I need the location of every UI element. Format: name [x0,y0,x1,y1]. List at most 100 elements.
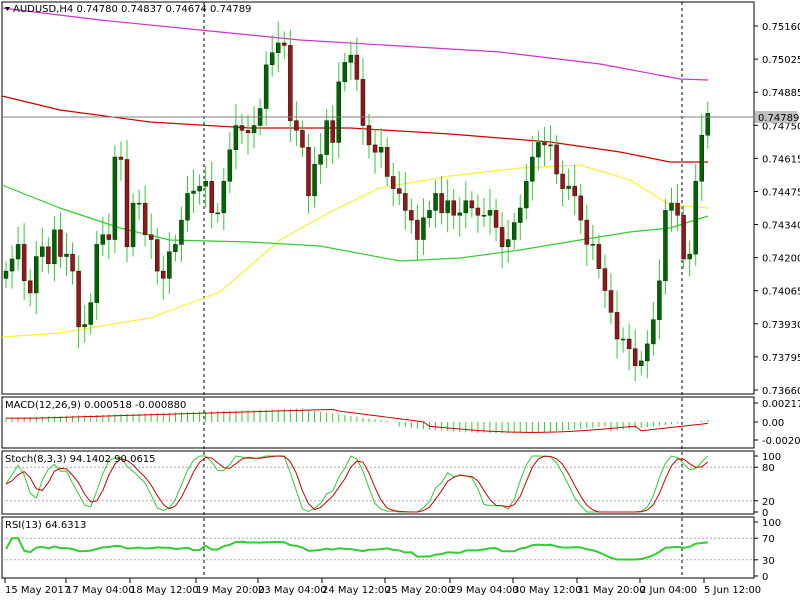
candlestick [511,212,517,250]
candle-up [427,210,432,218]
candlestick [185,175,190,232]
candle-down [46,246,51,265]
candlestick [336,62,341,159]
price-tick-label: 0.75160 [762,22,800,33]
candle-up [669,202,674,211]
candlestick [530,135,535,201]
candle-down [372,144,378,153]
candle-down [572,185,577,197]
candle-up [651,319,656,345]
candlestick [348,41,354,80]
candlestick [578,184,583,234]
candle-up [269,52,275,66]
candlestick [312,146,317,208]
candlestick [34,241,39,315]
candlestick [669,187,674,232]
macd-tick-label: 0.002176 [762,399,800,410]
ma-yellow-line [1,164,709,338]
candle-up [348,54,354,63]
candle-down [330,120,335,143]
candle-down [409,210,414,221]
candle-up [251,125,257,134]
candle-up [663,210,668,282]
macd-label: MACD(12,26,9) 0.000518 -0.000880 [5,400,186,411]
candlestick [233,104,239,170]
candlestick [657,259,662,340]
stoch-signal-line [5,455,709,513]
candlestick [215,203,220,223]
candle-down [475,207,481,216]
candlestick [439,175,444,225]
candlestick [100,217,106,257]
price-tick-label: 0.74475 [762,187,800,198]
stoch-tick-label: 0 [762,508,768,519]
candle-down [161,270,166,279]
candlestick [687,240,692,277]
candle-down [681,215,686,260]
stoch-pane-border [1,450,755,515]
candlestick [590,224,596,260]
candle-up [693,181,698,255]
candle-up [185,193,190,221]
time-tick-label: 5 Jun 12:00 [704,585,761,596]
candle-down [106,234,112,240]
candle-down [499,227,505,248]
candlestick [161,255,166,300]
candlestick [263,51,269,126]
rsi-tick-label: 100 [762,518,781,529]
candlestick [614,290,620,359]
rsi-label: RSI(13) 64.6313 [5,520,86,531]
rsi-tick-label: 0 [762,572,768,583]
candlestick [354,37,360,92]
candle-down [124,159,130,248]
candle-up [705,113,711,136]
candle-down [155,239,160,272]
candlestick [300,120,305,158]
candlestick [142,185,148,247]
candle-down [439,193,444,214]
candlestick [693,163,698,266]
candlestick [197,174,202,205]
candlestick [397,171,402,206]
candle-up [34,256,39,294]
current-price-tag: 0.74789 [755,111,799,124]
candlestick [626,323,632,371]
candlestick [481,197,487,227]
price-axis: 0.75160 0.75025 0.74885 0.74750 0.74615 0.744… [754,22,800,397]
candle-up [173,244,178,252]
candle-up [82,324,87,328]
candle-down [469,200,475,209]
candle-up [179,219,184,245]
candle-down [675,202,680,216]
candle-down [632,348,638,366]
candlestick [227,132,233,193]
candle-up [215,212,220,215]
price-tick-label: 0.74615 [762,154,800,165]
time-tick-label: 2 Jun 04:00 [640,585,697,596]
candlestick [251,106,257,149]
candle-down [300,130,305,148]
candlestick [282,31,287,60]
candle-down [584,219,590,245]
symbol-header: AUDUSD,H4 0.74780 0.74837 0.74674 0.7478… [5,4,251,15]
candlestick [639,351,644,376]
candle-up [620,338,626,341]
candle-down [384,147,390,177]
candlestick [209,161,214,229]
candlestick [584,204,590,266]
candle-down [614,312,620,340]
candlestick [493,198,499,242]
candle-up [94,244,99,303]
candle-down [58,229,63,257]
candlestick [487,189,493,235]
candlestick [155,227,160,285]
candle-up [536,142,541,158]
candle-up [699,134,704,182]
candle-up [505,239,511,248]
indicator-axes: 0.0021760.00-0.0020531008020010070300 [754,399,800,583]
current-price-tag-bg [755,111,797,123]
candle-down [554,144,559,175]
price-tick-label: 0.73930 [762,320,800,331]
price-tick-label: 0.74750 [762,121,800,132]
candle-up [221,181,227,214]
